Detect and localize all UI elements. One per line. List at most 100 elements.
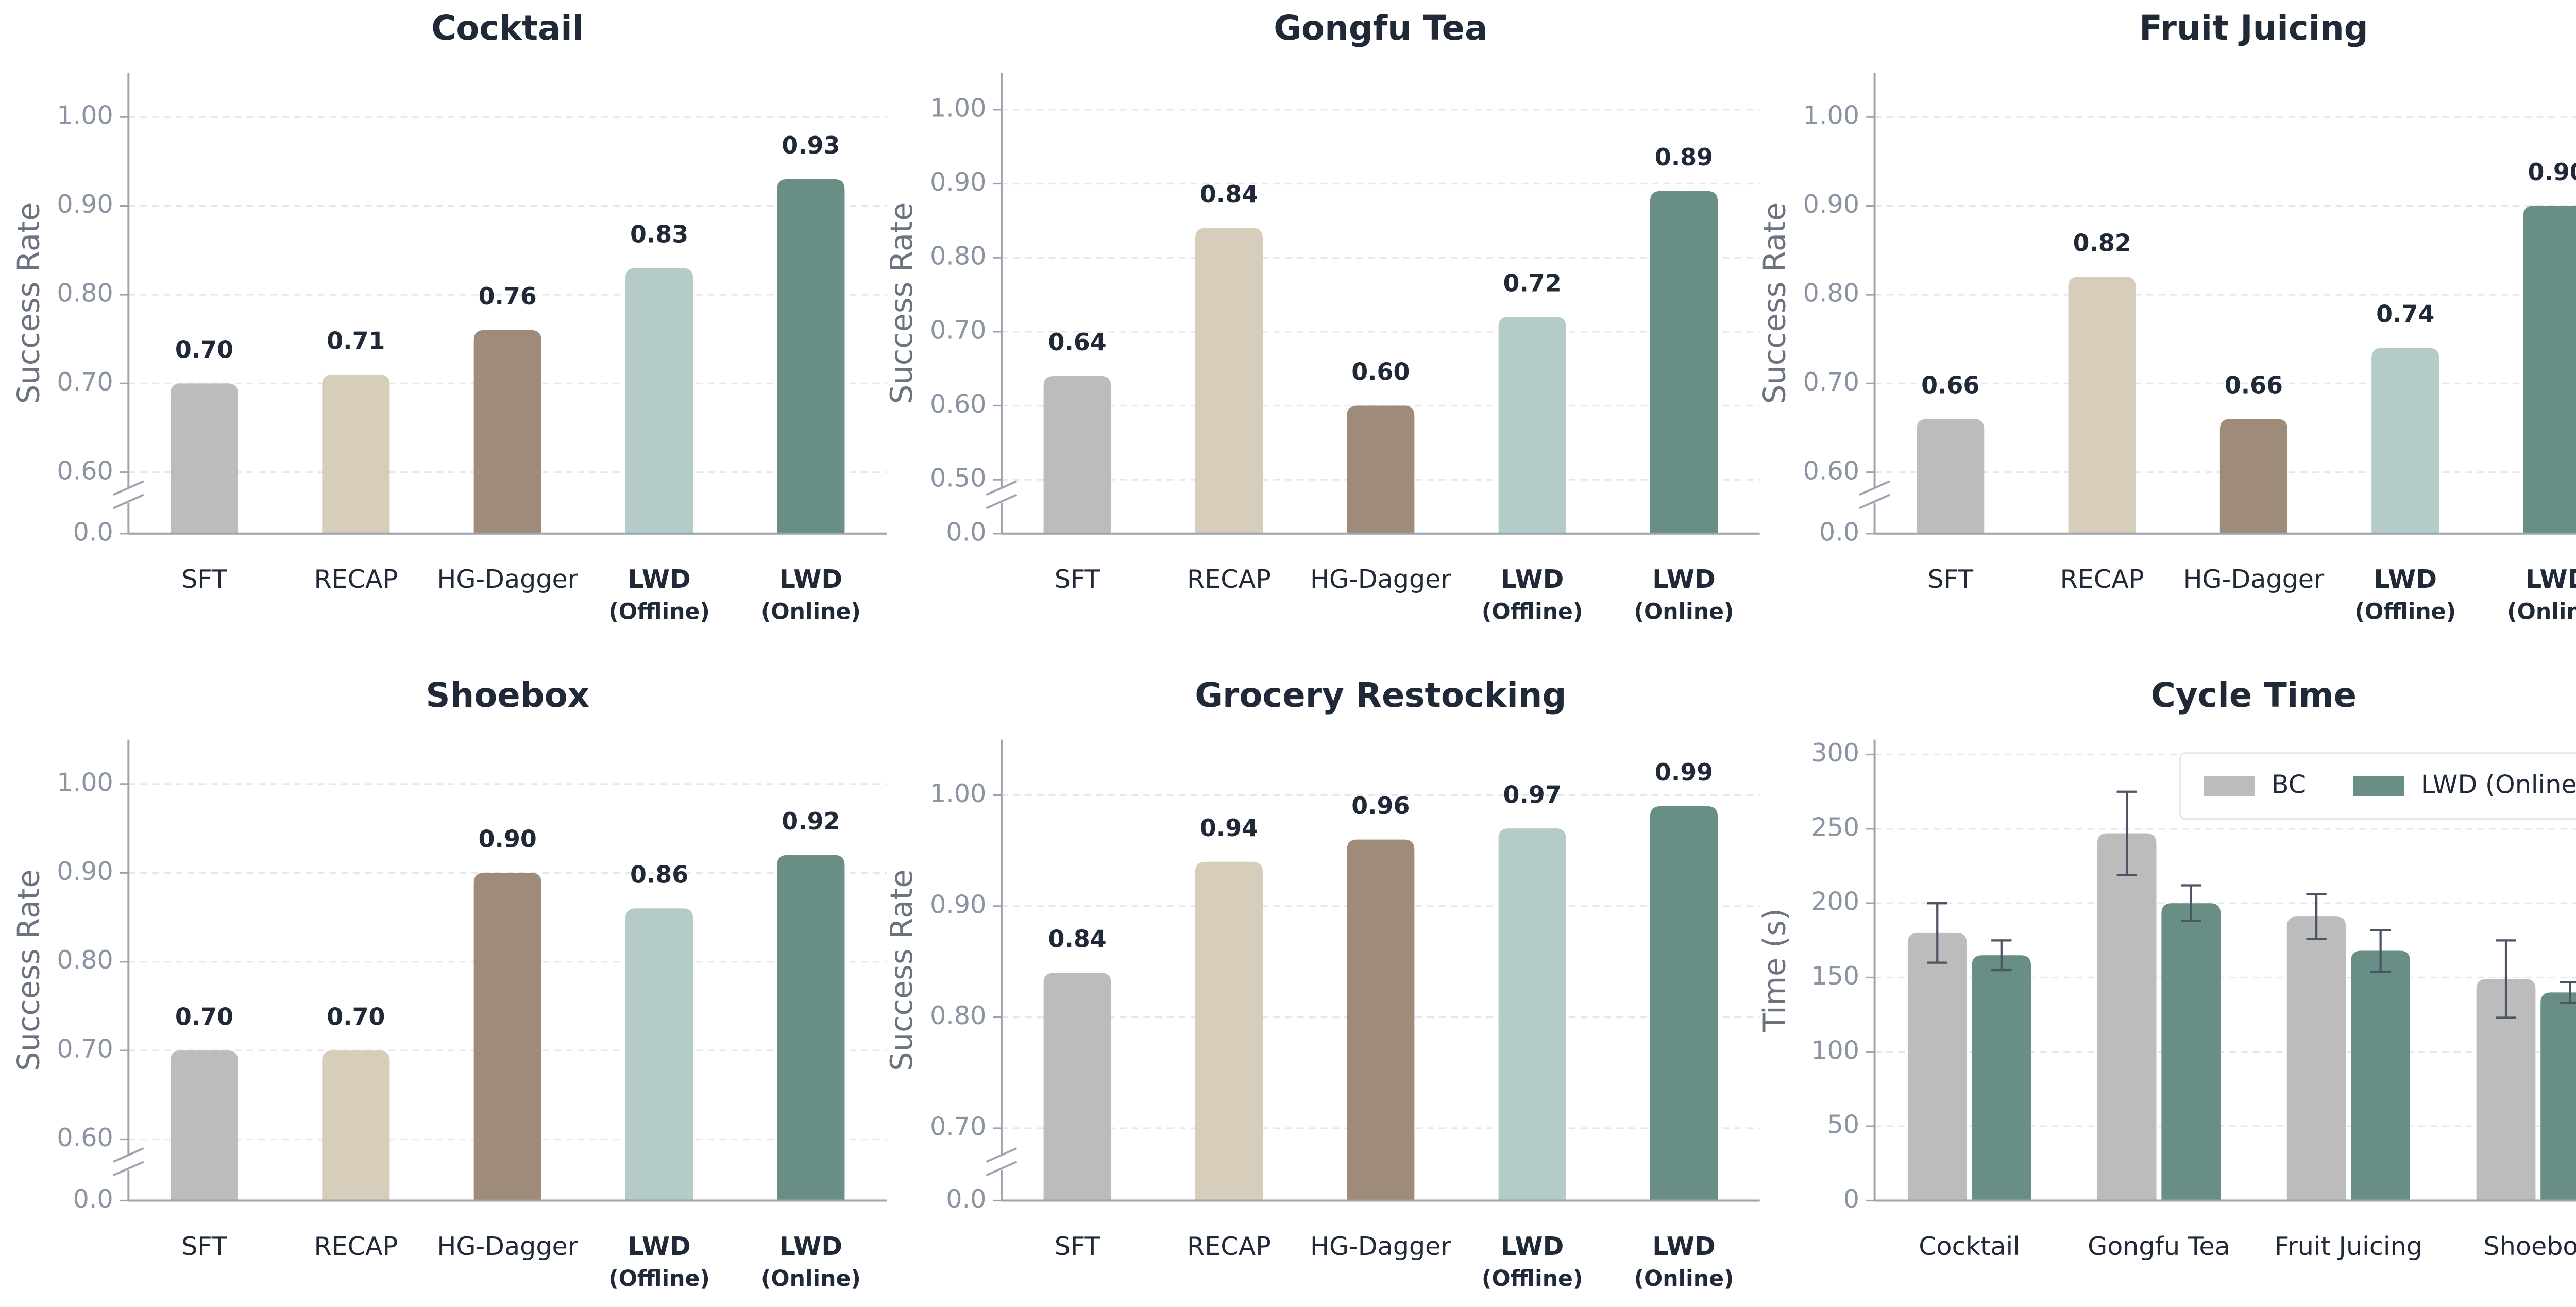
bar (777, 855, 845, 1201)
bar (2219, 419, 2287, 534)
y-axis-label: Success Rate (884, 202, 919, 404)
y-tick-label: 0.60 (1803, 455, 1859, 485)
chart-title: Shoebox (426, 676, 589, 715)
x-tick-label: HG-Dagger (1310, 564, 1451, 594)
y-tick-label: 0.0 (946, 1184, 986, 1214)
y-axis-label: Success Rate (1757, 202, 1792, 404)
y-tick-label: 0.90 (57, 856, 113, 886)
x-tick-label: (Offline) (608, 599, 710, 624)
y-tick-label: 0.80 (930, 1000, 986, 1030)
y-axis-label: Time (s) (1757, 908, 1792, 1032)
data-label: 0.86 (630, 860, 688, 888)
bar (170, 383, 239, 534)
y-tick-label: 0.90 (930, 889, 986, 919)
data-label: 0.84 (1048, 925, 1107, 953)
x-tick-label: LWD (628, 1231, 691, 1261)
y-tick-label: 0.90 (1803, 189, 1859, 219)
chart-title: Gongfu Tea (1274, 9, 1487, 48)
bar (1043, 973, 1111, 1201)
bar (2286, 916, 2346, 1201)
x-tick-label: Cocktail (1919, 1231, 2020, 1261)
axis-break (1859, 494, 1890, 510)
y-tick-label: 0.90 (930, 167, 986, 197)
data-label: 0.84 (1200, 180, 1258, 208)
bar (2351, 950, 2411, 1201)
bar (1917, 419, 1985, 534)
bar (1347, 839, 1415, 1201)
bar (1498, 317, 1566, 534)
bar (473, 330, 541, 534)
y-tick-label: 1.00 (930, 778, 986, 808)
y-tick-label: 0.80 (57, 945, 113, 975)
bar (1043, 376, 1111, 534)
y-tick-label: 0.0 (73, 517, 113, 547)
x-tick-label: HG-Dagger (2183, 564, 2325, 594)
bar (625, 268, 693, 534)
x-tick-label: SFT (1055, 564, 1101, 594)
y-tick-label: 0.70 (57, 367, 113, 397)
y-tick-label: 0.80 (930, 241, 986, 271)
bar (1347, 405, 1415, 534)
y-tick-label: 0.70 (930, 1111, 986, 1141)
data-label: 0.94 (1200, 814, 1258, 842)
x-tick-label: LWD (2526, 564, 2576, 594)
y-tick-label: 200 (1811, 887, 1859, 916)
y-tick-label: 50 (1827, 1110, 1859, 1140)
bar (2068, 277, 2136, 534)
y-tick-label: 0.80 (57, 278, 113, 308)
x-tick-label: SFT (181, 1231, 228, 1261)
x-tick-label: RECAP (2060, 564, 2144, 594)
y-axis-label: Success Rate (10, 202, 46, 404)
data-label: 0.70 (327, 1003, 385, 1030)
legend-label: BC (2272, 769, 2306, 799)
x-tick-label: HG-Dagger (437, 564, 578, 594)
x-tick-label: LWD (1501, 1231, 1564, 1261)
y-tick-label: 0.70 (930, 315, 986, 345)
axis-break (986, 1161, 1018, 1177)
y-tick-label: 150 (1811, 961, 1859, 991)
y-tick-label: 0.0 (946, 517, 986, 547)
x-tick-label: LWD (2374, 564, 2437, 594)
data-label: 0.66 (1921, 371, 1979, 399)
data-label: 0.96 (1351, 792, 1410, 820)
bar (1195, 861, 1263, 1201)
y-tick-label: 0.70 (57, 1034, 113, 1064)
bar (625, 908, 693, 1201)
bar (2161, 903, 2221, 1201)
x-tick-label: (Online) (761, 599, 861, 624)
bar (1907, 932, 1967, 1201)
x-tick-label: (Offline) (1482, 1266, 1583, 1292)
bar (2540, 992, 2576, 1201)
chart-title: Cycle Time (2151, 676, 2357, 715)
axis-break (986, 480, 1018, 496)
bar (2371, 348, 2439, 534)
x-tick-label: (Online) (2507, 599, 2576, 624)
x-tick-label: LWD (779, 564, 843, 594)
y-tick-label: 0.80 (1803, 278, 1859, 308)
data-label: 0.93 (782, 131, 840, 159)
bar (2097, 833, 2157, 1201)
x-tick-label: Shoebox (2484, 1231, 2576, 1261)
x-tick-label: (Offline) (608, 1266, 710, 1292)
data-label: 0.83 (630, 220, 688, 248)
x-tick-label: (Online) (1634, 599, 1734, 624)
data-label: 0.97 (1503, 780, 1562, 808)
axis-break (113, 480, 144, 496)
x-tick-label: (Online) (1634, 1266, 1734, 1292)
bar (2523, 206, 2576, 534)
x-tick-label: SFT (181, 564, 228, 594)
x-tick-label: RECAP (1187, 564, 1271, 594)
y-tick-label: 1.00 (1803, 100, 1859, 130)
x-tick-label: LWD (1652, 564, 1716, 594)
x-tick-label: LWD (1652, 1231, 1716, 1261)
data-label: 0.70 (175, 336, 233, 364)
data-label: 0.90 (479, 825, 537, 853)
y-axis-label: Success Rate (10, 869, 46, 1071)
legend-label: LWD (Online) (2421, 769, 2576, 799)
y-tick-label: 1.00 (930, 93, 986, 123)
y-tick-label: 0.0 (73, 1184, 113, 1214)
bar (322, 375, 390, 534)
x-tick-label: (Online) (761, 1266, 861, 1292)
